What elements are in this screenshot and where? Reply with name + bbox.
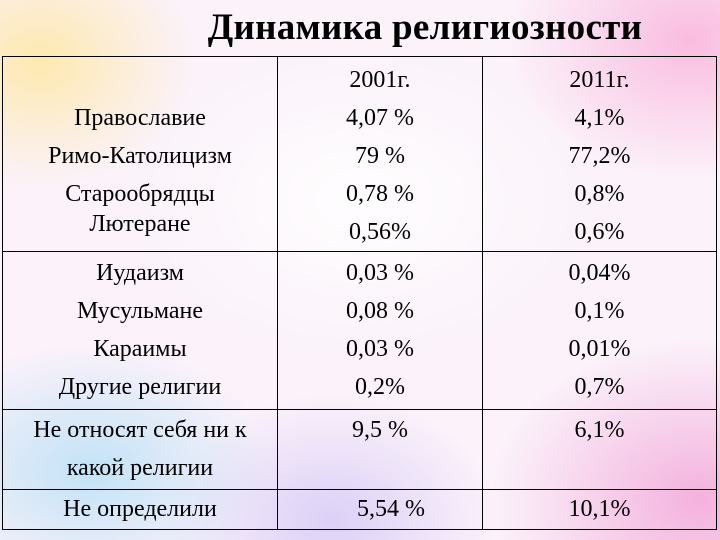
value-2011: 77,2% [568,143,631,169]
religion-label: какой религии [66,455,214,481]
religion-cell: Православие Римо-Католицизм Старообрядцы… [2,56,278,252]
religion-label: Иудаизм [96,260,184,286]
religion-cell: Не определили [2,489,278,530]
value-2001: 0,56% [349,219,411,245]
table-row: Православие Римо-Католицизм Старообрядцы… [2,56,717,252]
value-2011: 4,1% [574,105,625,131]
value-2011: 10,1% [568,496,631,522]
value-2011: 6,1% [574,417,625,443]
value-cell-2001: 5,54 % [277,489,483,530]
value-2001: 0,08 % [346,298,414,324]
religiosity-table: Православие Римо-Католицизм Старообрядцы… [2,56,717,530]
value-2001: 9,5 % [352,417,408,443]
religion-cell: Не относят себя ни к какой религии [2,409,278,490]
header-empty [4,61,277,99]
value-cell-2011: 2011г. 4,1% 77,2% 0,8% 0,6% [482,56,717,252]
page-title: Динамика религиозности [207,7,643,48]
value-cell-2011: 6,1% [482,409,717,490]
value-2011: 0,6% [574,219,625,245]
column-header-2001: 2001г. [349,67,411,93]
value-2001: 79 % [355,143,405,169]
value-2001: 0,78 % [346,181,414,207]
table-row: Не определили 5,54 % 10,1% [2,489,717,530]
religion-label: Лютеране [89,211,191,237]
table-row: Не относят себя ни к какой религии 9,5 %… [2,409,717,490]
value-2001: 4,07 % [346,105,414,131]
value-2011: 0,8% [574,181,625,207]
value-2001: 5,54 % [357,496,425,522]
table-row: Иудаизм Мусульмане Караимы Другие религи… [2,251,717,410]
religion-label: Не относят себя ни к [33,417,247,443]
value-cell-2001: 0,03 % 0,08 % 0,03 % 0,2% [277,251,483,410]
religion-label: Православие [74,105,206,131]
value-2011: 0,7% [574,374,625,400]
value-2001: 0,2% [355,374,405,400]
value-cell-2011: 0,04% 0,1% 0,01% 0,7% [482,251,717,410]
religion-label: Другие религии [58,374,222,400]
religion-cell: Иудаизм Мусульмане Караимы Другие религи… [2,251,278,410]
religion-label: Римо-Католицизм [48,143,232,169]
value-2001: 0,03 % [346,336,414,362]
value-cell-2001: 2001г. 4,07 % 79 % 0,78 % 0,56% [277,56,483,252]
religion-label: Мусульмане [76,298,204,324]
value-2011: 0,01% [568,336,631,362]
value-2011: 0,1% [574,298,625,324]
religion-label: Не определили [63,496,217,522]
religion-label: Караимы [93,336,187,362]
religion-label: Старообрядцы [65,181,215,207]
value-2011: 0,04% [568,260,631,286]
column-header-2011: 2011г. [569,67,630,93]
value-cell-2011: 10,1% [482,489,717,530]
value-cell-2001: 9,5 % [277,409,483,490]
value-2001: 0,03 % [346,260,414,286]
